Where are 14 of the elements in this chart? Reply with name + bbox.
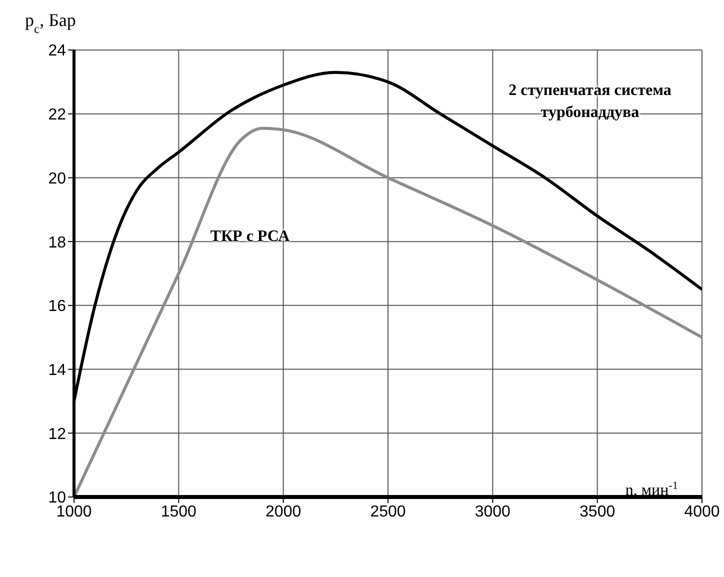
y-tick-label: 14 — [48, 362, 66, 379]
y-tick-label: 12 — [48, 426, 66, 443]
x-tick-label: 1500 — [160, 503, 197, 520]
x-tick-label: 3500 — [580, 503, 616, 520]
y-tick-label: 24 — [48, 42, 66, 60]
y-tick-label: 22 — [48, 106, 66, 124]
y-tick-label: 16 — [48, 298, 66, 316]
y-tick-label: 20 — [48, 170, 66, 188]
x-tick-label: 4000 — [684, 503, 720, 520]
x-tick-label: 2000 — [266, 503, 302, 520]
x-tick-label: 3000 — [474, 503, 511, 520]
y-axis-title: p$_{c}$, Бар — [25, 10, 76, 36]
y-tick-label: 18 — [48, 234, 66, 252]
x-tick-label: 2500 — [370, 503, 406, 520]
